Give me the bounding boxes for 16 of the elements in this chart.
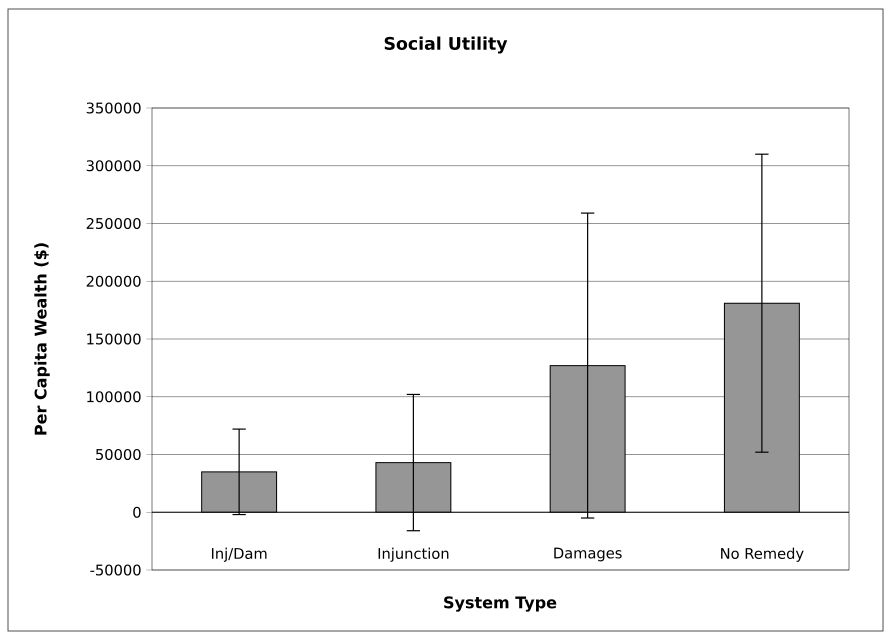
y-tick-label: 300000 [86, 160, 141, 172]
y-tick-label: 50000 [96, 448, 141, 460]
y-tick-label: 200000 [86, 276, 141, 287]
y-tick-label: -50000 [90, 564, 141, 576]
x-tick-label: No Remedy [721, 548, 804, 562]
y-tick-label: 100000 [87, 391, 141, 402]
chart-title: Social Utility [384, 36, 508, 54]
x-tick-label: Damages [554, 548, 622, 562]
x-tick-label: Inj/Dam [212, 548, 266, 562]
y-tick-label: 0 [133, 506, 141, 518]
x-axis-title: System Type [444, 596, 556, 612]
y-axis-title: Per Capita Wealth ($) [34, 243, 50, 435]
y-tick-label: 350000 [86, 102, 141, 114]
y-tick-label: 150000 [87, 333, 141, 345]
y-tick-label: 250000 [86, 218, 141, 230]
x-tick-label: Injunction [378, 548, 448, 562]
